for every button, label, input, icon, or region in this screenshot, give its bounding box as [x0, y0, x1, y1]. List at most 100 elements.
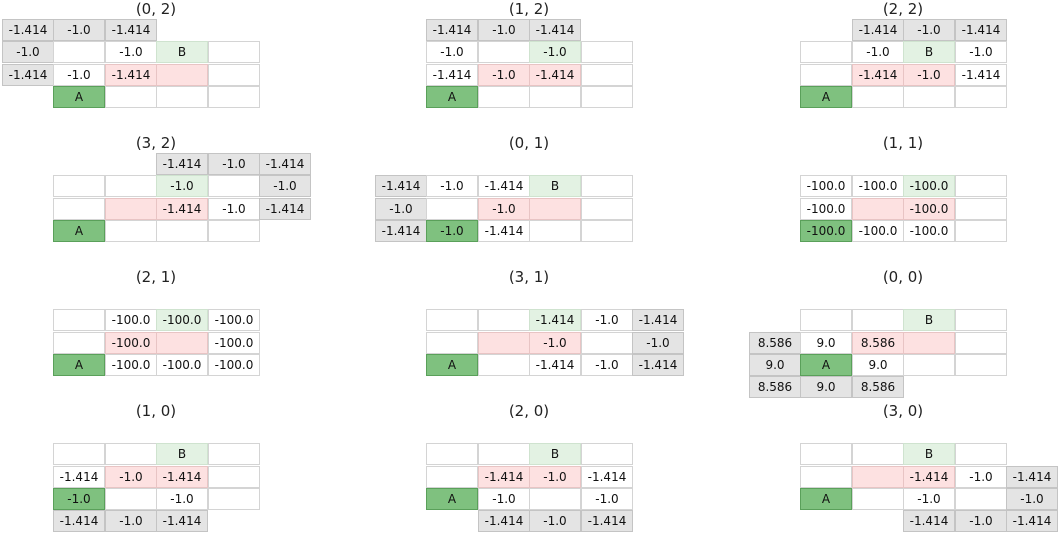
outside-cell: -1.0	[2, 41, 54, 63]
outside-cell: -1.0	[53, 19, 105, 41]
grid-cell	[53, 41, 105, 63]
outside-cell: -1.414	[156, 510, 208, 532]
agent-cell: A	[800, 488, 852, 510]
agent-cell: -1.0	[53, 488, 105, 510]
panel-title: (1, 1)	[882, 134, 924, 152]
grid-cell	[105, 86, 157, 108]
grid-cell: -100.0	[852, 220, 904, 242]
goal-cell: B	[156, 443, 208, 465]
goal-cell: B	[903, 309, 955, 331]
grid-cell	[478, 86, 530, 108]
agent-cell: A	[426, 86, 478, 108]
grid-cell	[208, 86, 260, 108]
outside-cell: -1.414	[529, 19, 581, 41]
panel-title: (3, 2)	[135, 134, 177, 152]
grid-cell: -1.0	[903, 488, 955, 510]
outside-cell: -1.0	[478, 19, 530, 41]
goal-cell: B	[903, 443, 955, 465]
grid-cell	[800, 443, 852, 465]
grid-cell	[53, 443, 105, 465]
outside-cell: 9.0	[800, 376, 852, 398]
grid-cell: -100.0	[156, 354, 208, 376]
outside-cell: -1.414	[2, 64, 54, 86]
grid-cell	[800, 64, 852, 86]
goal-cell: -1.414	[529, 309, 581, 331]
grid-cell	[955, 175, 1007, 197]
grid-cell	[156, 86, 208, 108]
wall-cell: 8.586	[852, 332, 904, 354]
grid-cell	[53, 175, 105, 197]
grid-cell	[581, 64, 633, 86]
outside-cell: -1.0	[105, 510, 157, 532]
goal-cell: -100.0	[903, 175, 955, 197]
agent-cell: A	[53, 220, 105, 242]
grid-cell: -100.0	[903, 220, 955, 242]
outside-cell: -1.414	[375, 220, 427, 242]
wall-cell: -1.0	[903, 64, 955, 86]
wall-cell: -1.0	[529, 332, 581, 354]
panel-title: (0, 0)	[882, 268, 924, 286]
goal-cell: -100.0	[156, 309, 208, 331]
goal-cell: B	[903, 41, 955, 63]
grid-cell	[903, 354, 955, 376]
grid-cell	[800, 309, 852, 331]
grid-cell: -1.414	[955, 64, 1007, 86]
grid-cell	[53, 198, 105, 220]
outside-cell: -1.414	[632, 354, 684, 376]
grid-cell: 9.0	[800, 332, 852, 354]
grid-cell: -100.0	[800, 175, 852, 197]
grid-cell: -100.0	[208, 332, 260, 354]
outside-cell: -1.414	[259, 198, 311, 220]
agent-cell: A	[800, 86, 852, 108]
wall-cell: -1.414	[105, 64, 157, 86]
grid-cell: -100.0	[852, 175, 904, 197]
wall-cell: -100.0	[105, 332, 157, 354]
grid-cell: -1.0	[53, 64, 105, 86]
grid-cell	[426, 309, 478, 331]
wall-cell: -1.0	[478, 198, 530, 220]
grid-cell	[852, 86, 904, 108]
wall-cell	[852, 198, 904, 220]
grid-cell: -1.0	[208, 198, 260, 220]
grid-cell	[53, 309, 105, 331]
grid-cell	[955, 354, 1007, 376]
grid-cell: -1.414	[478, 220, 530, 242]
grid-cell	[581, 332, 633, 354]
outside-cell: -1.414	[632, 309, 684, 331]
grid-cell	[852, 443, 904, 465]
outside-cell: -1.0	[955, 510, 1007, 532]
grid-cell: -1.0	[426, 175, 478, 197]
wall-cell: -1.414	[529, 64, 581, 86]
wall-cell: -1.0	[478, 64, 530, 86]
grid-cell	[529, 488, 581, 510]
outside-cell: -1.414	[426, 19, 478, 41]
outside-cell: -1.414	[1006, 466, 1058, 488]
grid-cell	[955, 443, 1007, 465]
grid-cell	[105, 220, 157, 242]
wall-cell: -1.414	[478, 466, 530, 488]
grid-cell: -1.0	[852, 41, 904, 63]
grid-cell	[426, 443, 478, 465]
grid-cell	[156, 220, 208, 242]
wall-cell	[903, 332, 955, 354]
grid-cell	[208, 175, 260, 197]
panel-title: (3, 1)	[508, 268, 550, 286]
grid-cell: -1.414	[478, 175, 530, 197]
grid-cell: -1.414	[581, 466, 633, 488]
grid-cell: -1.0	[156, 488, 208, 510]
wall-cell: -1.414	[156, 466, 208, 488]
grid-cell	[426, 332, 478, 354]
grid-cell	[529, 220, 581, 242]
grid-cell	[529, 86, 581, 108]
wall-cell: -100.0	[903, 198, 955, 220]
panel-title: (2, 1)	[135, 268, 177, 286]
outside-cell: 8.586	[852, 376, 904, 398]
grid-cell	[478, 41, 530, 63]
grid-cell: -1.0	[426, 41, 478, 63]
grid-cell	[581, 41, 633, 63]
grid-cell: -1.0	[581, 488, 633, 510]
wall-cell: -1.0	[529, 466, 581, 488]
outside-cell: -1.0	[903, 19, 955, 41]
grid-cell: 9.0	[852, 354, 904, 376]
agent-cell: -1.0	[426, 220, 478, 242]
